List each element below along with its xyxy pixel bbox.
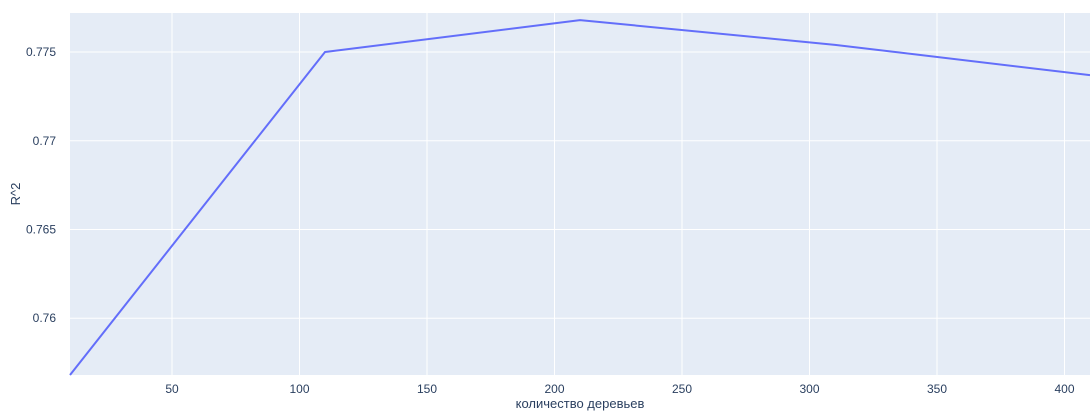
x-tick-label: 400 (1054, 382, 1074, 396)
y-tick-label: 0.77 (33, 134, 57, 148)
y-tick-label: 0.765 (26, 222, 56, 236)
series-line (69, 19, 1090, 376)
x-axis-title: количество деревьев (516, 396, 645, 411)
x-tick-label: 300 (799, 382, 819, 396)
tick-labels: 50 100 150 200 250 300 350 400 0.76 0.765 0.77 0.77… (26, 45, 1075, 396)
y-tick-label: 0.775 (26, 45, 56, 59)
x-tick-label: 350 (927, 382, 947, 396)
x-tick-label: 250 (672, 382, 692, 396)
x-tick-label: 50 (165, 382, 179, 396)
x-tick-label: 100 (289, 382, 309, 396)
series-layer (69, 19, 1090, 376)
x-tick-label: 200 (544, 382, 564, 396)
y-tick-label: 0.76 (33, 311, 57, 325)
grid-lines (70, 13, 1090, 375)
x-tick-label: 150 (417, 382, 437, 396)
plot-area (70, 13, 1090, 375)
y-axis-title: R^2 (8, 183, 23, 206)
